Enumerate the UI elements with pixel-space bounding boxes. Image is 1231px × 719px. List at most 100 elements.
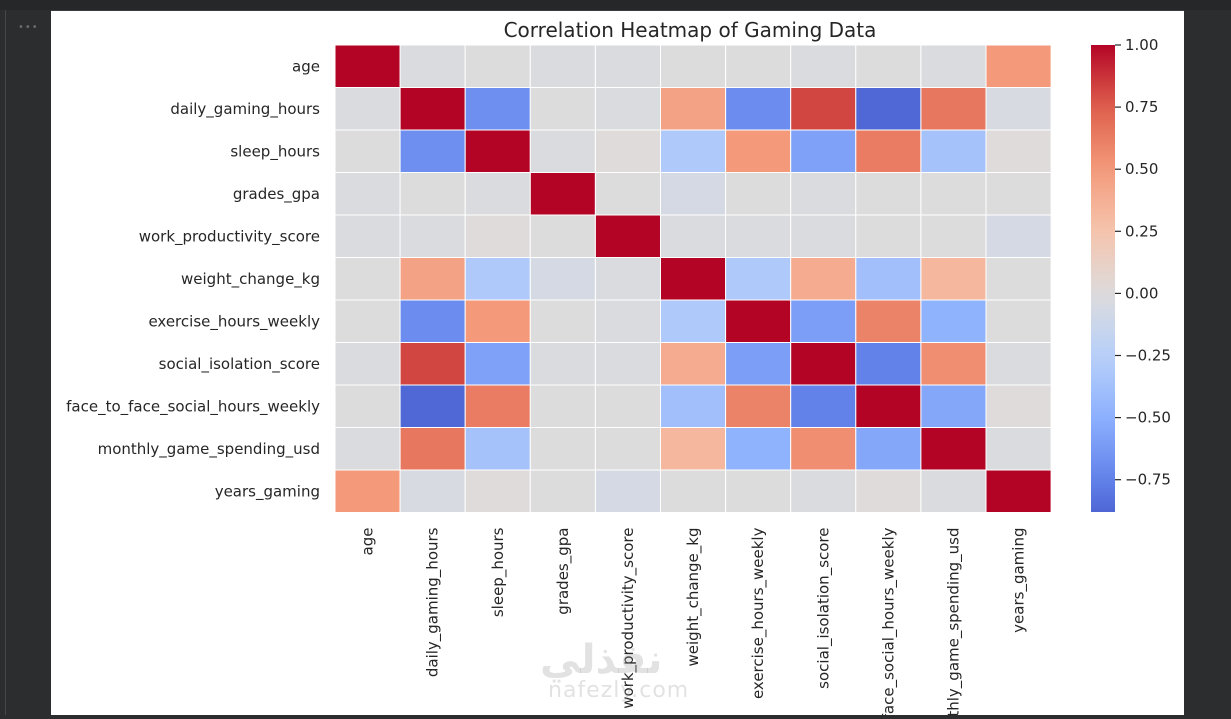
heatmap-cell-face_to_face_social_hours_weekly-weight_change_kg	[660, 384, 727, 428]
y-tick-label: sleep_hours	[230, 142, 320, 161]
heatmap-cell-work_productivity_score-grades_gpa	[529, 214, 596, 258]
heatmap-cell-daily_gaming_hours-exercise_hours_weekly	[725, 87, 792, 131]
heatmap-cell-monthly_game_spending_usd-work_productivity_score	[594, 427, 662, 471]
heatmap-cell-grades_gpa-exercise_hours_weekly	[725, 172, 792, 216]
heatmap-cell-work_productivity_score-sleep_hours	[464, 214, 531, 258]
heatmap-cell-grades_gpa-work_productivity_score	[594, 172, 662, 216]
heatmap-cell-social_isolation_score-face_to_face_social_hours_weekly	[855, 342, 922, 386]
x-tick-label: work_productivity_score	[619, 528, 638, 709]
heatmap-cell-grades_gpa-years_gaming	[985, 172, 1052, 216]
x-tick-label: social_isolation_score	[814, 528, 833, 689]
heatmap-cell-years_gaming-social_isolation_score	[790, 469, 857, 513]
heatmap-cell-sleep_hours-years_gaming	[985, 129, 1052, 173]
colorbar-tick-label: 0.00	[1125, 284, 1158, 302]
heatmap-cell-grades_gpa-social_isolation_score	[790, 172, 857, 216]
x-tick-label: grades_gpa	[554, 528, 573, 615]
x-tick-label: exercise_hours_weekly	[749, 527, 768, 699]
chart-figure: Correlation Heatmap of Gaming Data age da…	[51, 11, 1184, 719]
heatmap-cell-years_gaming-grades_gpa	[529, 469, 596, 513]
y-tick-label: grades_gpa	[233, 185, 320, 204]
heatmap-cell-sleep_hours-face_to_face_social_hours_weekly	[855, 129, 922, 173]
heatmap-cell-daily_gaming_hours-sleep_hours	[464, 87, 531, 131]
heatmap-cell-weight_change_kg-age	[334, 257, 401, 301]
heatmap-cell-daily_gaming_hours-daily_gaming_hours	[399, 87, 466, 131]
heatmap-cell-face_to_face_social_hours_weekly-face_to_face_social_hours_weekly	[855, 384, 922, 428]
y-tick-label: age	[292, 57, 320, 75]
heatmap-cell-exercise_hours_weekly-weight_change_kg	[660, 299, 727, 343]
heatmap-cell-exercise_hours_weekly-social_isolation_score	[790, 299, 857, 343]
x-axis-labels: age daily_gaming_hours sleep_hours grades_g…	[359, 527, 1029, 719]
y-tick-label: daily_gaming_hours	[170, 100, 320, 119]
colorbar-tick-label: −0.25	[1125, 347, 1171, 365]
colorbar-tick-label: 0.75	[1125, 98, 1158, 116]
heatmap-cell-sleep_hours-sleep_hours	[464, 129, 531, 173]
x-tick-label: sleep_hours	[489, 527, 508, 617]
heatmap-cell-face_to_face_social_hours_weekly-social_isolation_score	[790, 384, 857, 428]
heatmap-cell-social_isolation_score-sleep_hours	[464, 342, 531, 386]
heatmap-cell-work_productivity_score-monthly_game_spending_usd	[920, 214, 987, 258]
heatmap-cell-work_productivity_score-weight_change_kg	[660, 214, 727, 258]
heatmap-cell-age-work_productivity_score	[594, 44, 662, 88]
heatmap-cell-weight_change_kg-daily_gaming_hours	[399, 257, 466, 301]
heatmap-cell-daily_gaming_hours-face_to_face_social_hours_weekly	[855, 87, 922, 131]
heatmap-cell-exercise_hours_weekly-monthly_game_spending_usd	[920, 299, 987, 343]
heatmap-cell-monthly_game_spending_usd-years_gaming	[985, 427, 1052, 471]
heatmap-cell-social_isolation_score-social_isolation_score	[790, 342, 857, 386]
heatmap-cell-age-years_gaming	[985, 44, 1052, 88]
heatmap-cell-years_gaming-face_to_face_social_hours_weekly	[855, 469, 922, 513]
heatmap-cell-face_to_face_social_hours_weekly-work_productivity_score	[594, 384, 662, 428]
heatmap-cell-years_gaming-sleep_hours	[464, 469, 531, 513]
heatmap-cell-social_isolation_score-work_productivity_score	[594, 342, 662, 386]
x-tick-label: years_gaming	[1010, 528, 1029, 633]
heatmap-cell-age-weight_change_kg	[660, 44, 727, 88]
heatmap-cell-exercise_hours_weekly-exercise_hours_weekly	[725, 299, 792, 343]
top-bar	[0, 0, 1231, 11]
heatmap-cell-daily_gaming_hours-social_isolation_score	[790, 87, 857, 131]
heatmap-cell-years_gaming-work_productivity_score	[594, 469, 662, 513]
heatmap-cell-age-grades_gpa	[529, 44, 596, 88]
heatmap-cell-grades_gpa-monthly_game_spending_usd	[920, 172, 987, 216]
heatmap-cell-years_gaming-monthly_game_spending_usd	[920, 469, 987, 513]
y-tick-label: exercise_hours_weekly	[148, 312, 320, 331]
heatmap-cell-work_productivity_score-social_isolation_score	[790, 214, 857, 258]
y-tick-label: work_productivity_score	[139, 227, 320, 246]
heatmap-cell-grades_gpa-weight_change_kg	[660, 172, 727, 216]
heatmap-cell-daily_gaming_hours-monthly_game_spending_usd	[920, 87, 987, 131]
heatmap-chart: Correlation Heatmap of Gaming Data age da…	[66, 18, 1171, 719]
y-tick-label: weight_change_kg	[181, 270, 320, 289]
x-tick-label: age	[359, 528, 377, 556]
heatmap-cell-weight_change_kg-monthly_game_spending_usd	[920, 257, 987, 301]
heatmap-cell-exercise_hours_weekly-age	[334, 299, 401, 343]
gutter-divider	[5, 10, 6, 715]
heatmap-cell-face_to_face_social_hours_weekly-exercise_hours_weekly	[725, 384, 792, 428]
heatmap-cell-monthly_game_spending_usd-weight_change_kg	[660, 427, 727, 471]
heatmap-cell-daily_gaming_hours-age	[334, 87, 401, 131]
heatmap-cell-daily_gaming_hours-grades_gpa	[529, 87, 596, 131]
heatmap-cell-social_isolation_score-age	[334, 342, 401, 386]
heatmap-cell-work_productivity_score-exercise_hours_weekly	[725, 214, 792, 258]
heatmap-cell-daily_gaming_hours-work_productivity_score	[594, 87, 662, 131]
heatmap-cell-age-social_isolation_score	[790, 44, 857, 88]
heatmap-cell-age-daily_gaming_hours	[399, 44, 466, 88]
heatmap-cell-monthly_game_spending_usd-age	[334, 427, 401, 471]
heatmap-cell-exercise_hours_weekly-face_to_face_social_hours_weekly	[855, 299, 922, 343]
heatmap-cell-years_gaming-years_gaming	[985, 469, 1052, 513]
heatmap-cell-exercise_hours_weekly-daily_gaming_hours	[399, 299, 466, 343]
ellipsis-icon[interactable]: •••	[18, 22, 39, 33]
heatmap-cell-age-monthly_game_spending_usd	[920, 44, 987, 88]
heatmap-cell-grades_gpa-face_to_face_social_hours_weekly	[855, 172, 922, 216]
heatmap-cell-sleep_hours-social_isolation_score	[790, 129, 857, 173]
left-gutter: •••	[0, 10, 51, 715]
heatmap-cell-face_to_face_social_hours_weekly-monthly_game_spending_usd	[920, 384, 987, 428]
heatmap-cell-sleep_hours-age	[334, 129, 401, 173]
heatmap-cell-social_isolation_score-weight_change_kg	[660, 342, 727, 386]
heatmap-cell-sleep_hours-exercise_hours_weekly	[725, 129, 792, 173]
y-tick-label: years_gaming	[215, 482, 320, 501]
heatmap-cell-age-exercise_hours_weekly	[725, 44, 792, 88]
heatmap-cell-years_gaming-daily_gaming_hours	[399, 469, 466, 513]
colorbar-tick-label: −0.50	[1125, 409, 1171, 427]
heatmap-cell-monthly_game_spending_usd-grades_gpa	[529, 427, 596, 471]
heatmap-cell-years_gaming-age	[334, 469, 401, 513]
heatmap-cell-work_productivity_score-age	[334, 214, 401, 258]
heatmap-cell-face_to_face_social_hours_weekly-daily_gaming_hours	[399, 384, 466, 428]
